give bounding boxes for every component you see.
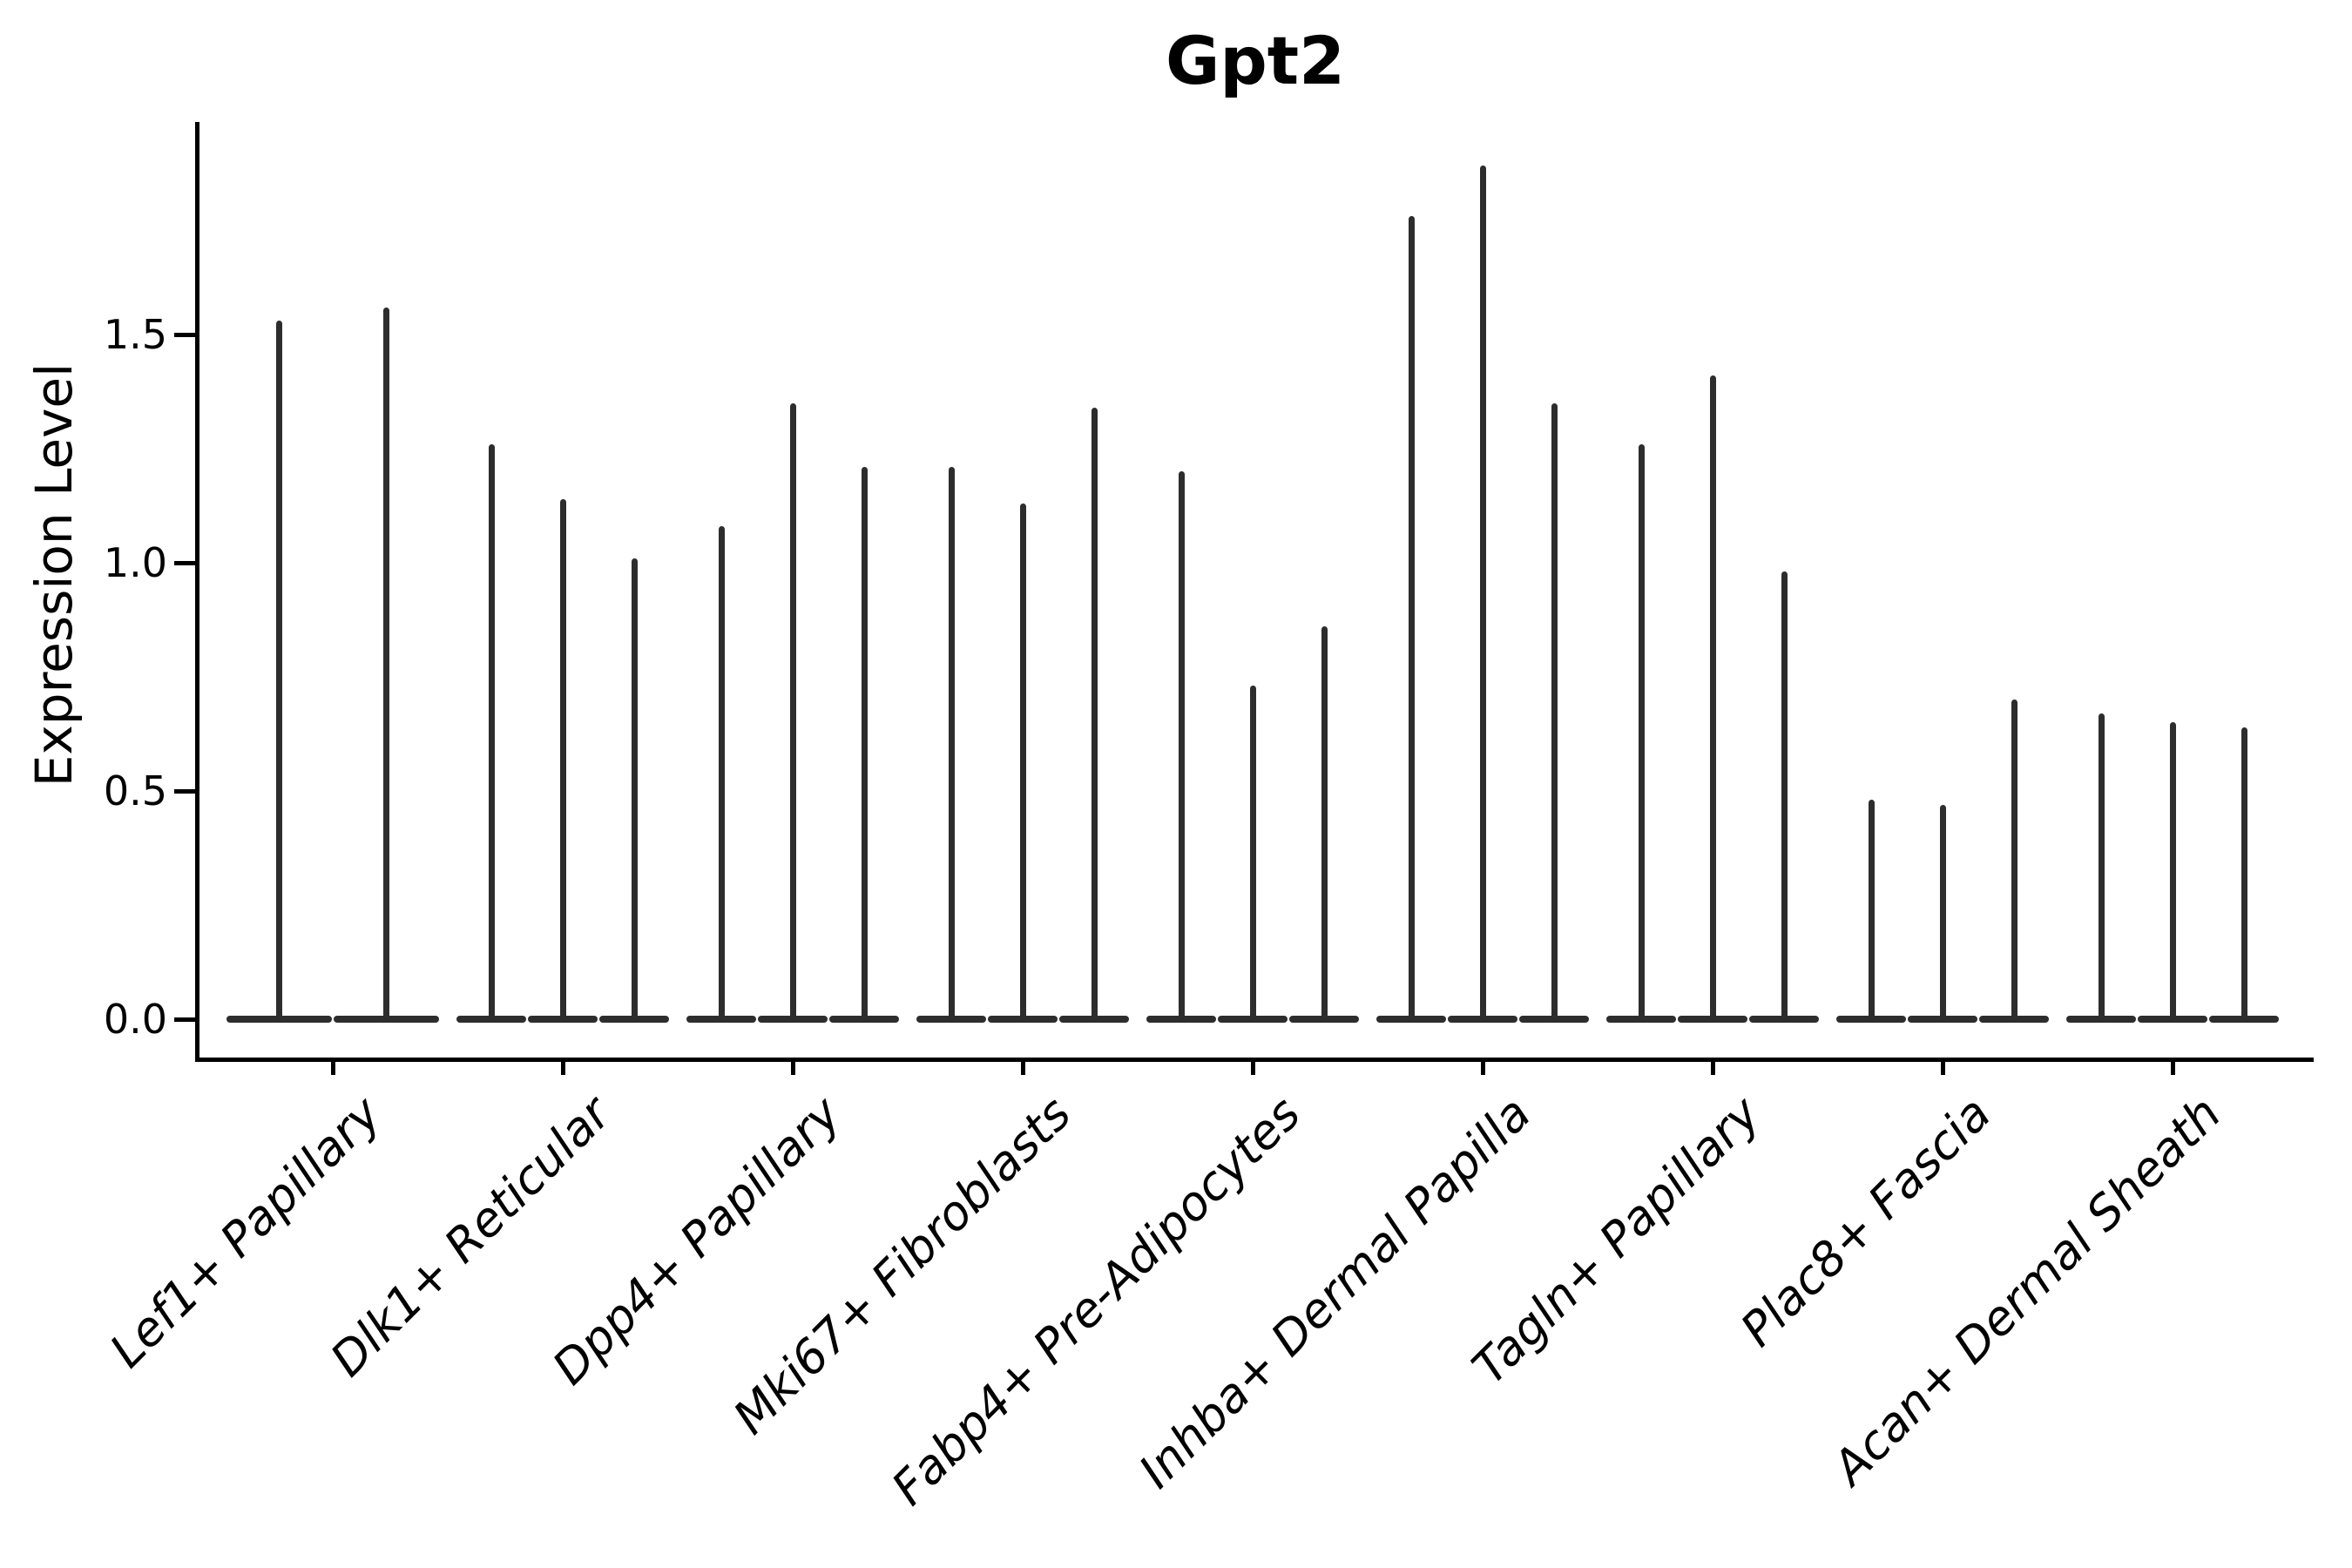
violin-base — [1749, 1016, 1819, 1023]
violin-spike — [559, 498, 566, 1019]
y-axis-spine — [195, 122, 199, 1062]
violin-spike — [276, 321, 282, 1019]
x-tick-label: Inhba+ Dermal Papilla — [1128, 1085, 1542, 1499]
y-tick-label: 1.0 — [103, 539, 167, 586]
violin-spike — [1249, 686, 1256, 1019]
x-tick-mark — [791, 1058, 795, 1075]
x-tick-label: Fabp4+ Pre-Adipocytes — [881, 1085, 1312, 1516]
violin-base — [1606, 1016, 1676, 1023]
violin-base — [2066, 1016, 2136, 1023]
y-tick-mark — [174, 789, 195, 794]
violin-base — [2209, 1016, 2279, 1023]
x-tick-mark — [1481, 1058, 1485, 1075]
violin-base — [226, 1016, 332, 1023]
violin-base — [1519, 1016, 1589, 1023]
violin-base — [1289, 1016, 1359, 1023]
violin-base — [1979, 1016, 2049, 1023]
violin-base — [1218, 1016, 1288, 1023]
violin-spike — [1781, 571, 1788, 1019]
violin-base — [686, 1016, 756, 1023]
x-tick-mark — [561, 1058, 565, 1075]
chart-title: Gpt2 — [1166, 22, 1345, 99]
x-tick-mark — [1251, 1058, 1255, 1075]
violin-spike — [1551, 402, 1558, 1019]
violin-spike — [789, 402, 796, 1019]
y-tick-label: 1.5 — [103, 311, 167, 358]
x-tick-mark — [1711, 1058, 1715, 1075]
violin-base — [334, 1016, 439, 1023]
violin-base — [916, 1016, 986, 1023]
violin-base — [1678, 1016, 1747, 1023]
violin-base — [1376, 1016, 1446, 1023]
x-tick-mark — [331, 1058, 335, 1075]
x-tick-label: Acan+ Dermal Sheath — [1821, 1085, 2232, 1496]
violin-base — [1059, 1016, 1129, 1023]
x-tick-mark — [2171, 1058, 2175, 1075]
violin-spike — [2169, 722, 2176, 1019]
violin-spike — [861, 466, 868, 1019]
x-tick-mark — [1021, 1058, 1025, 1075]
violin-spike — [1321, 626, 1328, 1019]
violin-spike — [1638, 443, 1645, 1019]
violin-spike — [2240, 727, 2247, 1019]
violin-spike — [1408, 215, 1415, 1019]
violin-base — [758, 1016, 828, 1023]
violin-base — [1448, 1016, 1517, 1023]
violin-spike — [1939, 804, 1946, 1019]
violin-spike — [2098, 713, 2105, 1019]
violin-base — [528, 1016, 598, 1023]
violin-spike — [1178, 471, 1185, 1019]
violin-base — [1146, 1016, 1216, 1023]
violin-base — [988, 1016, 1058, 1023]
y-tick-mark — [174, 1017, 195, 1022]
y-tick-mark — [174, 561, 195, 565]
violin-base — [1836, 1016, 1906, 1023]
violin-base — [2138, 1016, 2207, 1023]
y-tick-label: 0.0 — [103, 996, 167, 1043]
violin-base — [829, 1016, 899, 1023]
violin-base — [456, 1016, 526, 1023]
violin-spike — [383, 307, 389, 1019]
violin-spike — [1479, 166, 1486, 1019]
violin-spike — [1868, 800, 1875, 1019]
violin-base — [1908, 1016, 1977, 1023]
y-tick-label: 0.5 — [103, 767, 167, 814]
violin-spike — [488, 443, 495, 1019]
y-tick-mark — [174, 333, 195, 337]
violin-spike — [1091, 407, 1098, 1019]
violin-spike — [1019, 503, 1026, 1019]
x-tick-mark — [1941, 1058, 1945, 1075]
violin-spike — [1709, 375, 1716, 1019]
x-tick-label: Plac8+ Fascia — [1729, 1085, 2002, 1357]
violin-spike — [631, 558, 638, 1019]
violin-spike — [948, 466, 955, 1019]
violin-spike — [718, 526, 725, 1019]
violin-base — [599, 1016, 669, 1023]
violin-spike — [2011, 700, 2017, 1019]
